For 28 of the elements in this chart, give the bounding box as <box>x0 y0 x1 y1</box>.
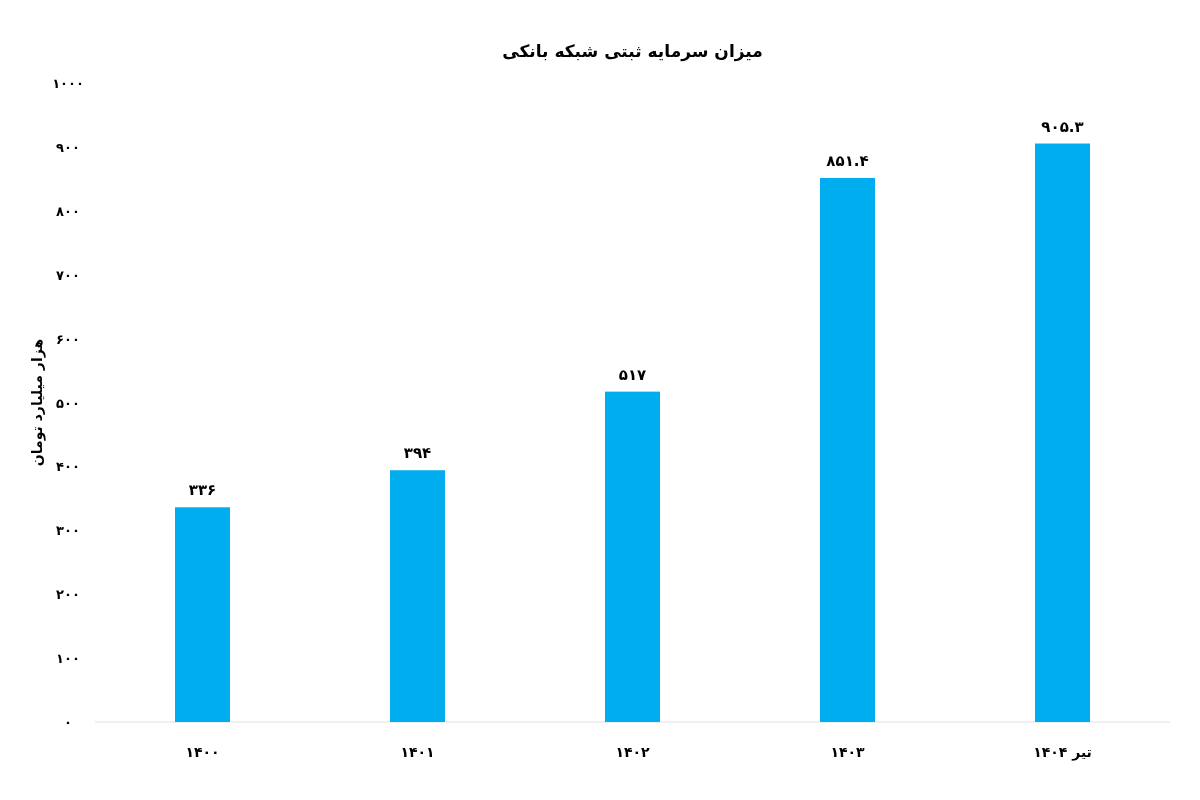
x-tick-label: ۱۴۰۲ <box>615 744 651 760</box>
x-tick-label: تیر ۱۴۰۴ <box>1033 744 1092 761</box>
x-tick-label: ۱۴۰۰ <box>185 744 220 760</box>
bar <box>820 177 875 722</box>
bar <box>1035 143 1090 722</box>
y-tick-label: ۱۰۰۰ <box>52 76 84 91</box>
y-tick-label: ۳۰۰ <box>56 523 80 539</box>
data-label: ۵۱۷ <box>618 365 647 384</box>
bar <box>390 470 445 722</box>
bar <box>605 391 660 722</box>
data-label: ۳۳۶ <box>188 481 217 500</box>
y-tick-label: ۸۰۰ <box>56 203 80 219</box>
bar <box>175 507 230 722</box>
x-tick-label: ۱۴۰۱ <box>400 744 435 760</box>
y-tick-label: ۲۰۰ <box>56 587 80 603</box>
y-axis-title: هزار میلیارد تومان <box>29 338 46 467</box>
y-tick-label: ۶۰۰ <box>56 331 80 347</box>
y-tick-label: ۹۰۰ <box>56 139 80 155</box>
y-tick-label: ۵۰۰ <box>56 395 80 411</box>
y-tick-label: ۰ <box>64 715 72 730</box>
data-label: ۹۰۵.۳ <box>1041 117 1084 136</box>
y-tick-label: ۷۰۰ <box>56 267 80 283</box>
chart-title: میزان سرمایه ثبتی شبکه بانکی <box>502 41 763 62</box>
y-tick-label: ۴۰۰ <box>56 459 80 475</box>
y-tick-label: ۱۰۰ <box>56 651 80 667</box>
data-label: ۸۵۱.۴ <box>826 151 869 170</box>
x-tick-label: ۱۴۰۳ <box>830 744 866 760</box>
data-label: ۳۹۴ <box>403 444 432 463</box>
